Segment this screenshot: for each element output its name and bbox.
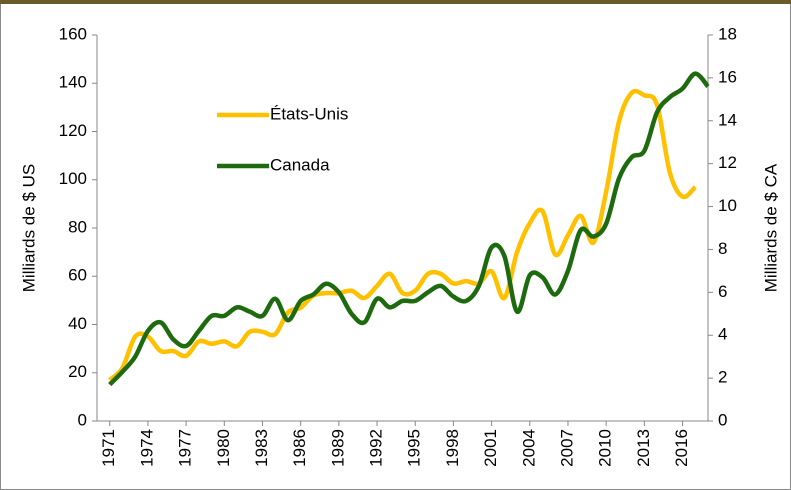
x-tick-label: 2013 <box>634 429 653 467</box>
y-axis-label: Milliards de $ US <box>19 164 38 293</box>
y2-tick-label: 16 <box>718 67 737 86</box>
x-tick-label: 1980 <box>214 429 233 467</box>
x-tick-label: 2010 <box>596 429 615 467</box>
x-tick-label: 1986 <box>290 429 309 467</box>
line-series <box>108 88 697 382</box>
x-tick-label: 1998 <box>443 429 462 467</box>
y2-tick-label: 2 <box>718 368 727 387</box>
x-tick-label: 2001 <box>481 429 500 467</box>
y2-tick-label: 8 <box>718 239 727 258</box>
y-tick-label: 120 <box>59 121 87 140</box>
x-tick-label: 1983 <box>252 429 271 467</box>
top-strip <box>0 0 791 4</box>
y-tick-label: 160 <box>59 24 87 43</box>
y-tick-label: 20 <box>68 362 87 381</box>
y-tick-label: 60 <box>68 266 87 285</box>
x-tick-label: 1971 <box>99 429 118 467</box>
x-tick-label: 1974 <box>137 429 156 467</box>
y2-tick-label: 18 <box>718 24 737 43</box>
y2-tick-label: 6 <box>718 282 727 301</box>
x-tick-label: 1992 <box>367 429 386 467</box>
y2-axis-label: Milliards de $ CA <box>761 163 780 292</box>
y-tick-label: 80 <box>68 217 87 236</box>
y-tick-label: 40 <box>68 314 87 333</box>
x-tick-label: 1995 <box>405 429 424 467</box>
y-tick-label: 0 <box>78 410 87 429</box>
line-series <box>108 71 710 387</box>
legend-label: Canada <box>270 155 330 174</box>
x-tick-label: 1977 <box>176 429 195 467</box>
legend-label: États-Unis <box>270 104 348 123</box>
x-tick-label: 2004 <box>519 429 538 467</box>
y2-tick-label: 14 <box>718 110 737 129</box>
x-tick-label: 2007 <box>557 429 576 467</box>
y-tick-label: 140 <box>59 73 87 92</box>
y2-tick-label: 0 <box>718 410 727 429</box>
y-tick-label: 100 <box>59 169 87 188</box>
y2-tick-label: 10 <box>718 196 737 215</box>
x-tick-label: 2016 <box>672 429 691 467</box>
y2-tick-label: 12 <box>718 153 737 172</box>
x-tick-label: 1989 <box>328 429 347 467</box>
y2-tick-label: 4 <box>718 325 727 344</box>
